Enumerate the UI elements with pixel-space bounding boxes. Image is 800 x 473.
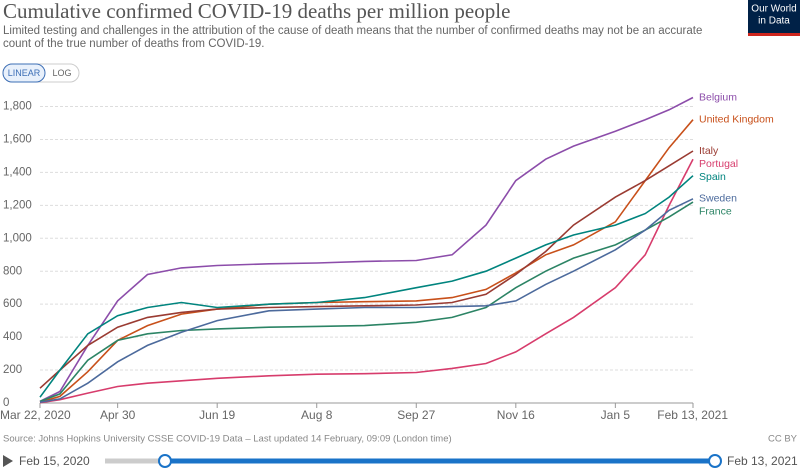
y-tick-label: 800 — [3, 265, 22, 277]
y-tick-label: 0 — [3, 397, 9, 409]
series-line — [39, 150, 694, 389]
subtitle-box: Limited testing and challenges in the at… — [3, 25, 703, 50]
series-line — [39, 198, 694, 403]
legend-label: United Kingdom — [699, 113, 774, 125]
series-line — [39, 119, 694, 403]
timeline-handle[interactable] — [708, 454, 722, 468]
logo-bar — [748, 33, 800, 36]
legend-label: Italy — [699, 145, 719, 157]
x-tick-label: Apr 30 — [100, 408, 136, 422]
linear-label[interactable]: LINEAR — [8, 68, 41, 78]
log-label[interactable]: LOG — [52, 68, 71, 78]
timeline-end: Feb 13, 2021 — [727, 454, 798, 468]
legend-label: Spain — [699, 171, 726, 183]
x-tick-label: Aug 8 — [301, 408, 333, 422]
chart-title: Cumulative confirmed COVID-19 deaths per… — [3, 0, 510, 23]
source: Source: Johns Hopkins University CSSE CO… — [3, 434, 452, 445]
y-tick-label: 1,600 — [3, 134, 32, 146]
legend-label: Belgium — [699, 91, 737, 103]
y-tick-label: 400 — [3, 331, 22, 343]
timeline-handle[interactable] — [158, 454, 172, 468]
logo[interactable] — [748, 0, 800, 36]
chart-subtitle: Limited testing and challenges in the at… — [3, 25, 703, 50]
series-line — [39, 175, 694, 398]
legend-label: Portugal — [699, 158, 738, 170]
series-line — [39, 201, 694, 403]
play-button[interactable] — [3, 455, 13, 467]
x-tick-label: Sep 27 — [397, 408, 435, 422]
y-tick-label: 1,200 — [3, 199, 32, 211]
series-line — [39, 96, 694, 403]
y-tick-label: 1,800 — [3, 101, 32, 113]
y-tick-label: 200 — [3, 364, 22, 376]
x-tick-label: Jan 5 — [601, 408, 631, 422]
legend-label: France — [699, 206, 732, 218]
x-tick-label: Mar 22, 2020 — [0, 408, 71, 422]
logo-text: in Data — [758, 16, 790, 27]
timeline-start: Feb 15, 2020 — [19, 454, 90, 468]
y-tick-label: 1,400 — [3, 166, 32, 178]
legend-label: Sweden — [699, 193, 737, 205]
x-tick-label: Jun 19 — [199, 408, 235, 422]
x-tick-label: Nov 16 — [497, 408, 535, 422]
y-tick-label: 1,000 — [3, 232, 32, 244]
series-line — [39, 158, 694, 404]
logo-text: Our World — [751, 4, 796, 15]
y-tick-label: 600 — [3, 298, 22, 310]
x-tick-label: Feb 13, 2021 — [657, 408, 728, 422]
linear-button[interactable] — [2, 63, 46, 83]
license: CC BY — [768, 434, 798, 445]
